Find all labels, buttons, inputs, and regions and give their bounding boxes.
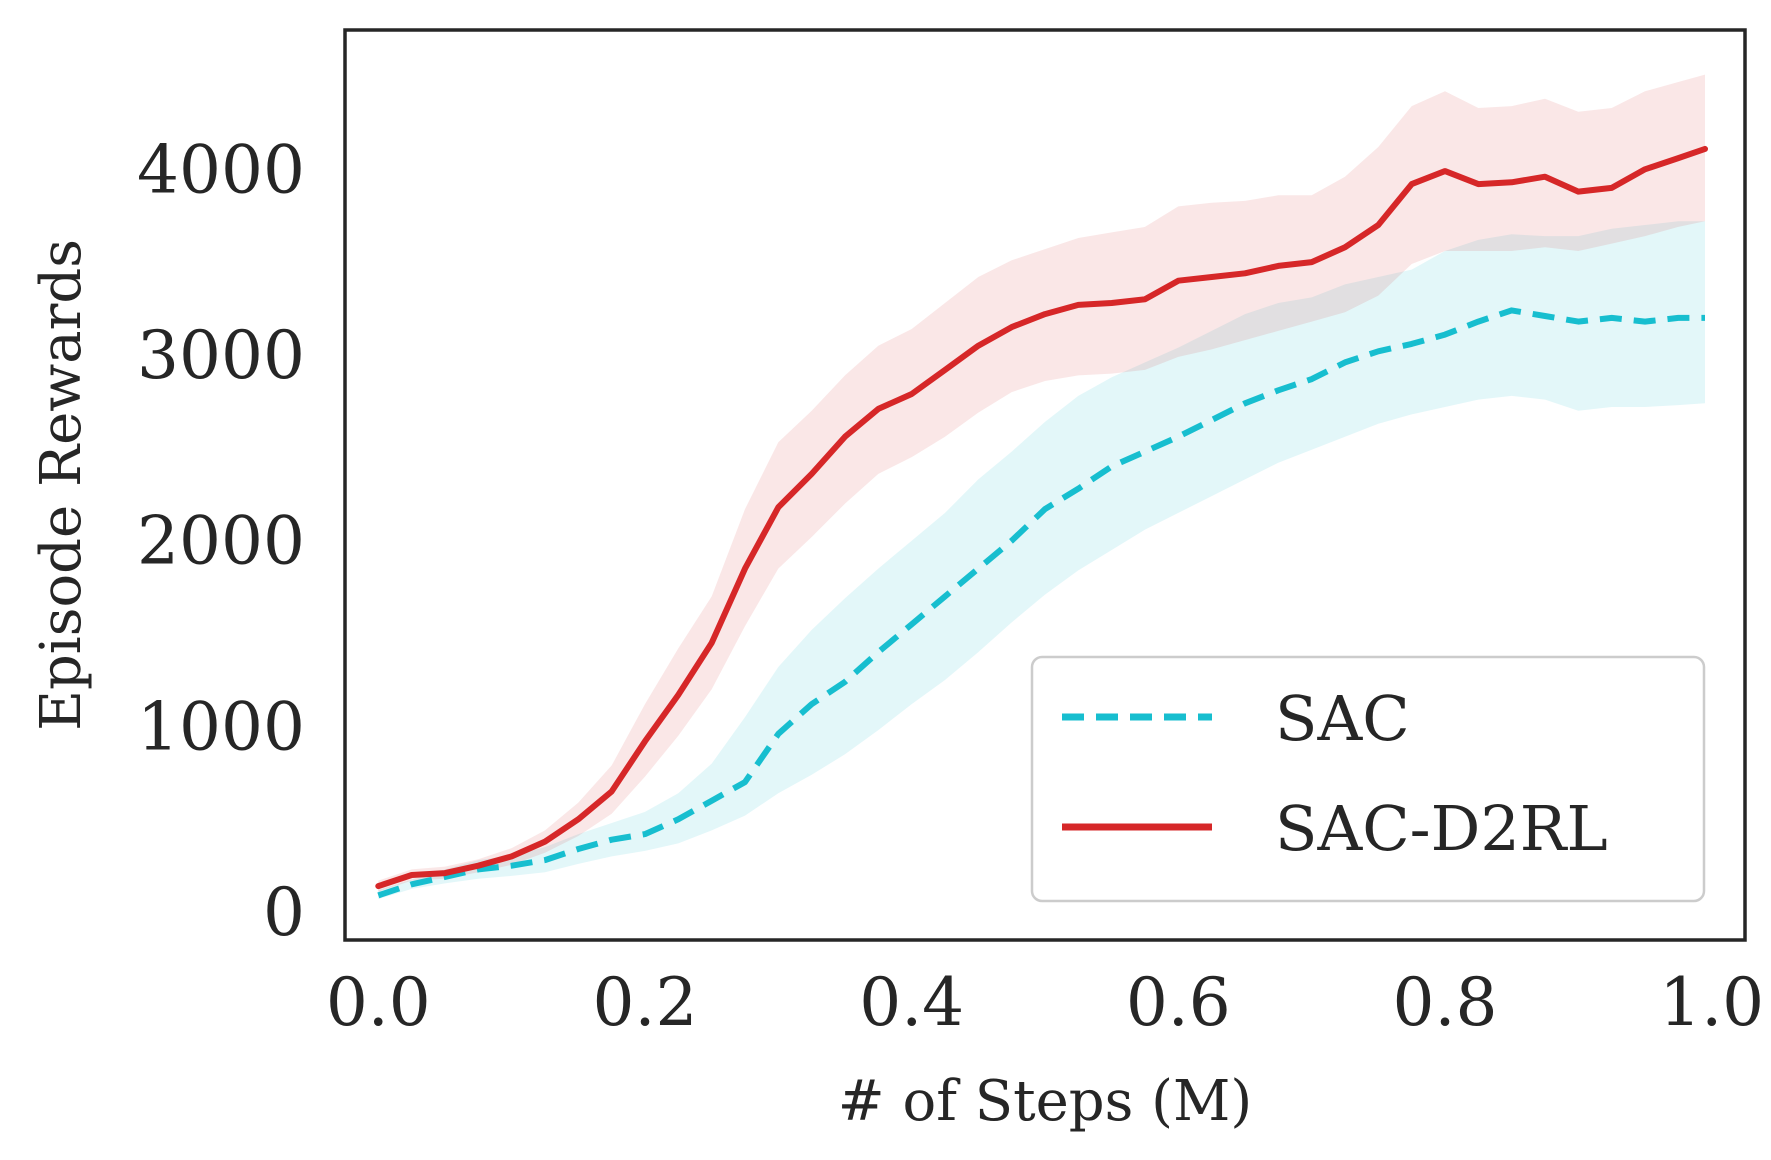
x-tick-label: 0.4	[859, 964, 964, 1041]
x-tick-label: 0.6	[1126, 964, 1231, 1041]
band-sac-d2rl	[378, 74, 1705, 892]
y-tick-label: 2000	[137, 503, 305, 580]
y-axis-ticks: 0 1000 2000 3000 4000	[137, 131, 305, 951]
y-tick-label: 4000	[137, 131, 305, 208]
series-lines	[375, 145, 1708, 899]
line-sac	[377, 307, 1705, 899]
y-tick-label: 1000	[137, 688, 305, 765]
legend-label-sac-d2rl: SAC-D2RL	[1275, 792, 1608, 865]
y-axis-title: Episode Rewards	[29, 239, 94, 731]
confidence-bands	[378, 74, 1705, 900]
y-tick-label: 3000	[137, 317, 305, 394]
x-axis-title: # of Steps (M)	[838, 1069, 1252, 1134]
x-axis-ticks: 0.0 0.2 0.4 0.6 0.8 1.0	[326, 964, 1764, 1041]
legend-label-sac: SAC	[1275, 682, 1410, 755]
legend: SAC SAC-D2RL	[1030, 655, 1706, 903]
x-tick-label: 0.8	[1393, 964, 1498, 1041]
x-tick-label: 0.2	[593, 964, 698, 1041]
x-tick-label: 0.0	[326, 964, 431, 1041]
plot-frame	[343, 28, 1747, 942]
line-sac-d2rl	[375, 145, 1708, 890]
y-tick-label: 0	[263, 874, 305, 951]
band-sac	[378, 221, 1705, 900]
x-tick-label: 1.0	[1659, 964, 1764, 1041]
